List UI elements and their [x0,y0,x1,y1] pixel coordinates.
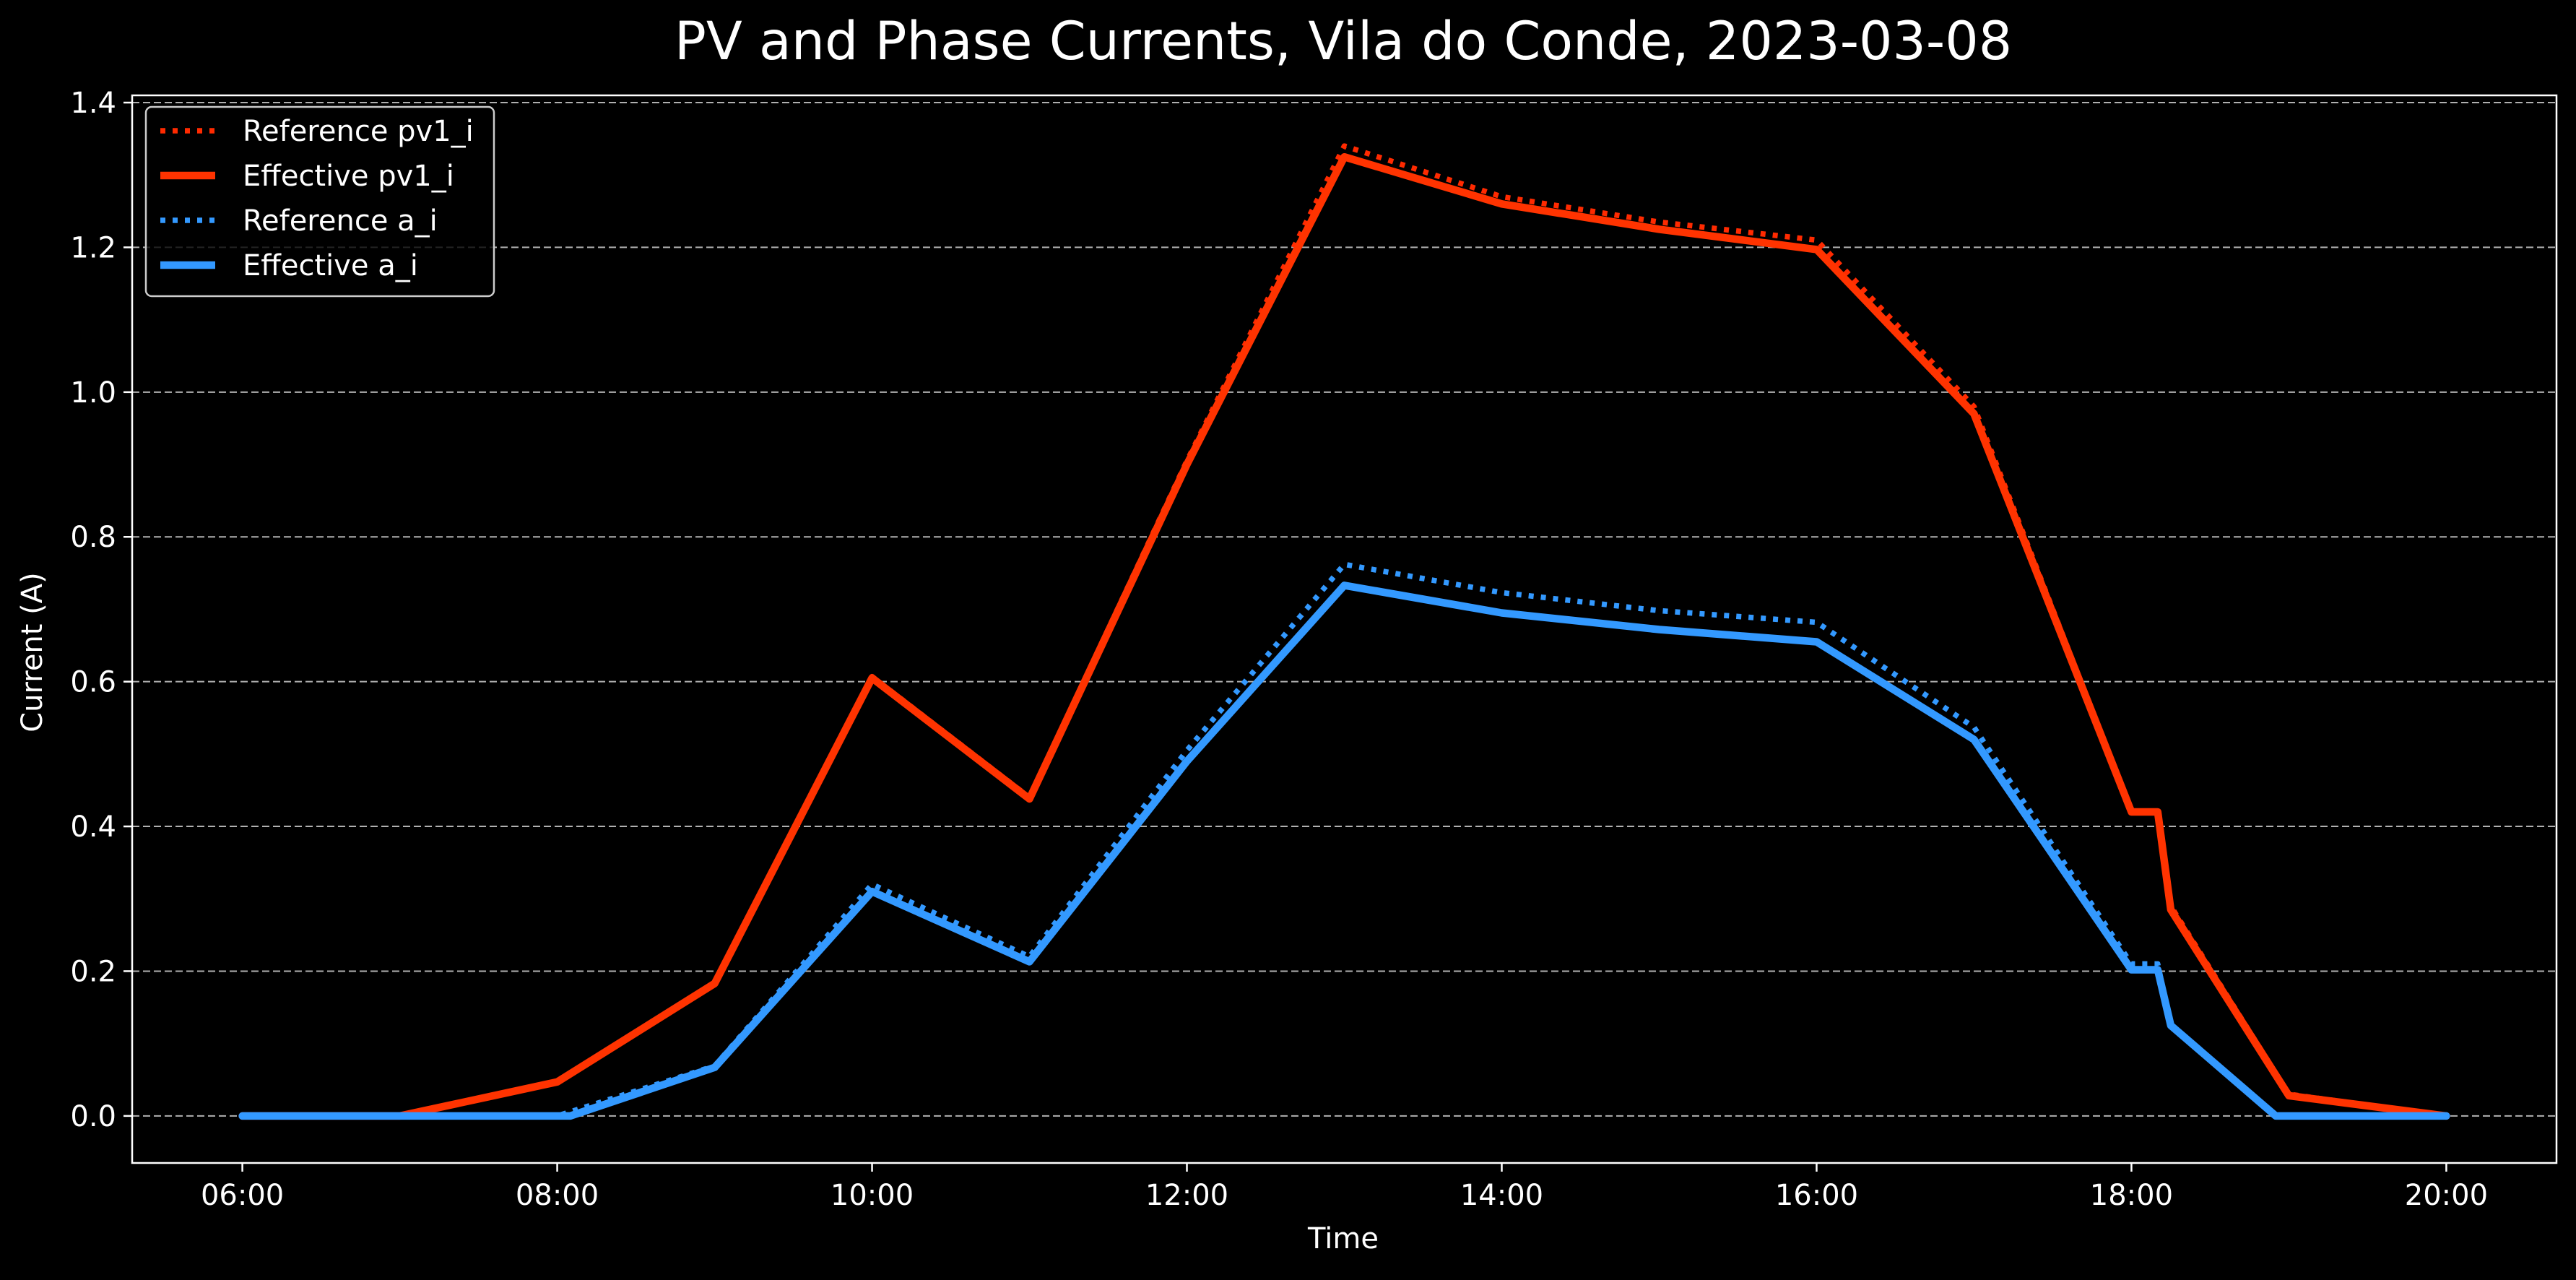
x-tick-label: 10:00 [831,1179,914,1212]
legend-box [144,105,495,298]
y-tick-label: 0.8 [70,521,116,554]
axis-ticks: 0.0 0.2 0.4 0.6 0.8 1.0 1.2 1.4 06:00 08:00 10:00 1… [70,87,2488,1212]
series-line-effective-a-i [238,581,2450,1120]
y-tick-label: 1.2 [70,231,116,264]
legend-label: Reference a_i [243,204,438,238]
legend-label: Reference pv1_i [243,115,474,148]
chart-title: PV and Phase Currents, Vila do Conde, 20… [675,11,2012,72]
plot-frame [131,94,2558,1164]
legend-label: Effective a_i [243,249,418,282]
y-tick-label: 1.4 [70,87,116,120]
y-tick-label: 0.0 [70,1100,116,1133]
series-lines [238,143,2450,1120]
y-tick-label: 0.4 [70,810,116,844]
x-tick-label: 12:00 [1145,1179,1228,1212]
y-tick-label: 1.0 [70,376,116,410]
legend-label: Effective pv1_i [243,160,454,193]
legend: Reference pv1_i Effective pv1_i Reference … [144,105,495,298]
x-tick-label: 18:00 [2090,1179,2173,1212]
series-line-effective-pv1-i [238,152,2450,1120]
x-tick-label: 08:00 [516,1179,599,1212]
x-tick-label: 06:00 [201,1179,284,1212]
y-axis-label: Current (A) [16,572,49,732]
x-tick-label: 20:00 [2405,1179,2488,1212]
x-axis-label: Time [1307,1222,1379,1255]
y-tick-label: 0.6 [70,666,116,699]
y-tick-label: 0.2 [70,955,116,988]
x-tick-label: 14:00 [1460,1179,1543,1212]
x-tick-label: 16:00 [1775,1179,1858,1212]
